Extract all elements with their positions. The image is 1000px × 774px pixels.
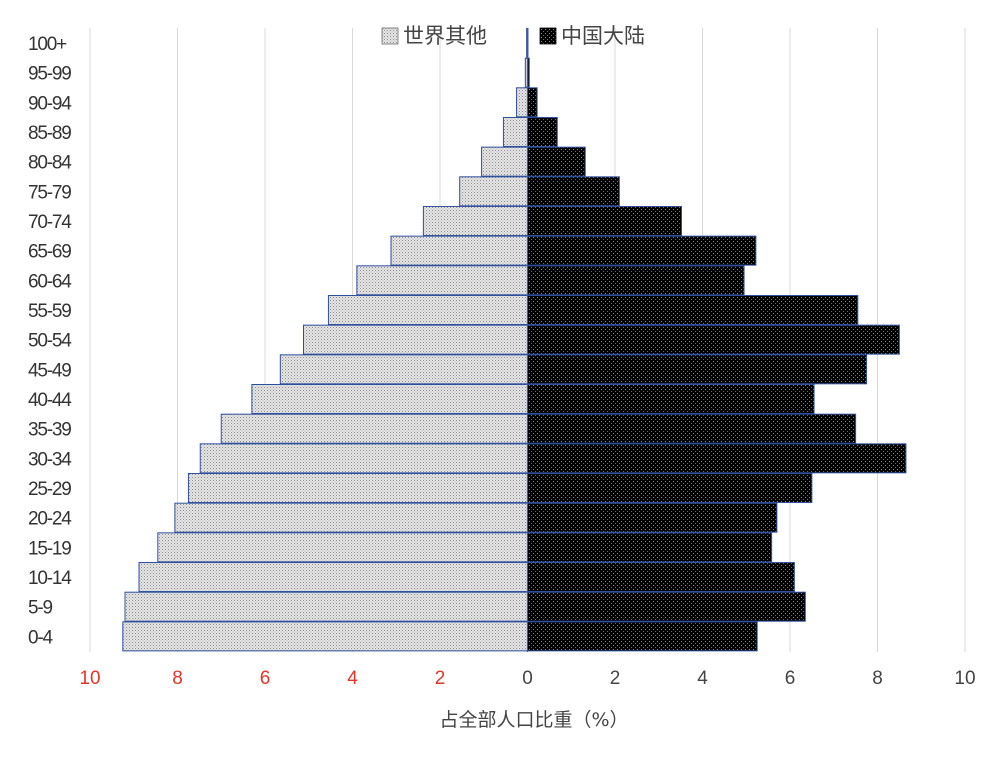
x-tick-label-8: 6 xyxy=(785,668,796,689)
bar-rest-of-world-30-34 xyxy=(199,443,528,474)
y-tick-label-75-79: 75-79 xyxy=(28,182,71,203)
x-tick-label-9: 8 xyxy=(872,668,883,689)
bar-china-90-94 xyxy=(527,87,538,118)
legend: 世界其他 中国大陆 xyxy=(381,24,645,48)
y-tick-label-90-94: 90-94 xyxy=(28,93,72,114)
x-tick-labels: 10 8 6 4 2 0 2 4 6 8 10 xyxy=(79,668,975,689)
bar-china-25-29 xyxy=(527,473,813,504)
x-tick-label-0: 10 xyxy=(79,668,100,689)
bars xyxy=(122,27,907,652)
bar-china-45-49 xyxy=(527,354,868,385)
bar-china-55-59 xyxy=(527,294,859,325)
y-tick-label-100+: 100+ xyxy=(28,34,67,55)
y-tick-label-80-84: 80-84 xyxy=(28,153,72,174)
bar-rest-of-world-90-94 xyxy=(516,87,528,118)
bar-rest-of-world-85-89 xyxy=(502,116,528,147)
y-tick-label-85-89: 85-89 xyxy=(28,123,71,144)
x-tick-label-6: 2 xyxy=(610,668,621,689)
y-tick-labels: 0-4 5-9 10-14 15-19 20-24 25-29 30-34 35-39 40-4… xyxy=(28,34,73,648)
bar-rest-of-world-35-39 xyxy=(220,413,528,444)
bar-rest-of-world-25-29 xyxy=(187,473,528,504)
bar-china-75-79 xyxy=(527,176,620,207)
bar-china-5-9 xyxy=(527,591,806,622)
y-tick-label-35-39: 35-39 xyxy=(28,420,71,441)
y-tick-label-95-99: 95-99 xyxy=(28,64,71,85)
bar-china-50-54 xyxy=(527,324,900,355)
bar-rest-of-world-15-19 xyxy=(157,532,528,563)
legend-swatch-china xyxy=(539,27,557,45)
bar-china-20-24 xyxy=(527,502,778,533)
bar-china-70-74 xyxy=(527,205,682,236)
bar-rest-of-world-5-9 xyxy=(124,591,528,622)
y-tick-label-65-69: 65-69 xyxy=(28,242,71,263)
bar-rest-of-world-0-4 xyxy=(122,621,528,652)
bar-rest-of-world-50-54 xyxy=(303,324,528,355)
x-axis-title: 占全部人口比重（%） xyxy=(439,709,628,731)
bar-china-10-14 xyxy=(527,562,795,593)
bar-china-60-64 xyxy=(527,265,745,296)
bar-rest-of-world-40-44 xyxy=(251,384,528,415)
y-tick-label-25-29: 25-29 xyxy=(28,479,71,500)
bar-rest-of-world-55-59 xyxy=(327,294,528,325)
bar-rest-of-world-45-49 xyxy=(279,354,528,385)
x-tick-label-3: 4 xyxy=(347,668,358,689)
x-tick-label-4: 2 xyxy=(435,668,446,689)
y-tick-label-60-64: 60-64 xyxy=(28,271,72,292)
y-tick-label-10-14: 10-14 xyxy=(28,568,72,589)
legend-label-rest-of-world: 世界其他 xyxy=(403,24,487,48)
legend-swatch-rest-of-world xyxy=(381,27,399,45)
x-tick-label-7: 4 xyxy=(697,668,708,689)
bar-china-0-4 xyxy=(527,621,758,652)
legend-item-rest-of-world: 世界其他 xyxy=(381,24,487,48)
bar-rest-of-world-10-14 xyxy=(138,562,528,593)
y-tick-label-5-9: 5-9 xyxy=(28,598,52,619)
bar-rest-of-world-60-64 xyxy=(356,265,528,296)
bar-rest-of-world-75-79 xyxy=(459,176,528,207)
y-tick-label-50-54: 50-54 xyxy=(28,331,72,352)
bar-china-80-84 xyxy=(527,146,586,177)
bar-rest-of-world-70-74 xyxy=(422,205,528,236)
bar-rest-of-world-20-24 xyxy=(174,502,528,533)
y-tick-label-45-49: 45-49 xyxy=(28,360,71,381)
bar-china-85-89 xyxy=(527,116,558,147)
bar-china-30-34 xyxy=(527,443,907,474)
y-tick-label-15-19: 15-19 xyxy=(28,538,71,559)
y-tick-label-40-44: 40-44 xyxy=(28,390,72,411)
y-tick-label-20-24: 20-24 xyxy=(28,509,72,530)
x-tick-label-5: 0 xyxy=(522,668,533,689)
y-tick-label-55-59: 55-59 xyxy=(28,301,71,322)
y-tick-label-70-74: 70-74 xyxy=(28,212,72,233)
x-tick-label-2: 6 xyxy=(260,668,271,689)
bar-rest-of-world-65-69 xyxy=(390,235,528,266)
y-tick-label-0-4: 0-4 xyxy=(28,627,53,648)
bar-china-35-39 xyxy=(527,413,857,444)
bar-china-15-19 xyxy=(527,532,773,563)
y-tick-label-30-34: 30-34 xyxy=(28,449,72,470)
legend-label-china: 中国大陆 xyxy=(561,24,645,48)
x-tick-label-1: 8 xyxy=(172,668,183,689)
legend-item-china: 中国大陆 xyxy=(539,24,645,48)
bar-china-40-44 xyxy=(527,384,815,415)
bar-rest-of-world-80-84 xyxy=(481,146,528,177)
bar-china-65-69 xyxy=(527,235,757,266)
x-tick-label-10: 10 xyxy=(954,668,975,689)
